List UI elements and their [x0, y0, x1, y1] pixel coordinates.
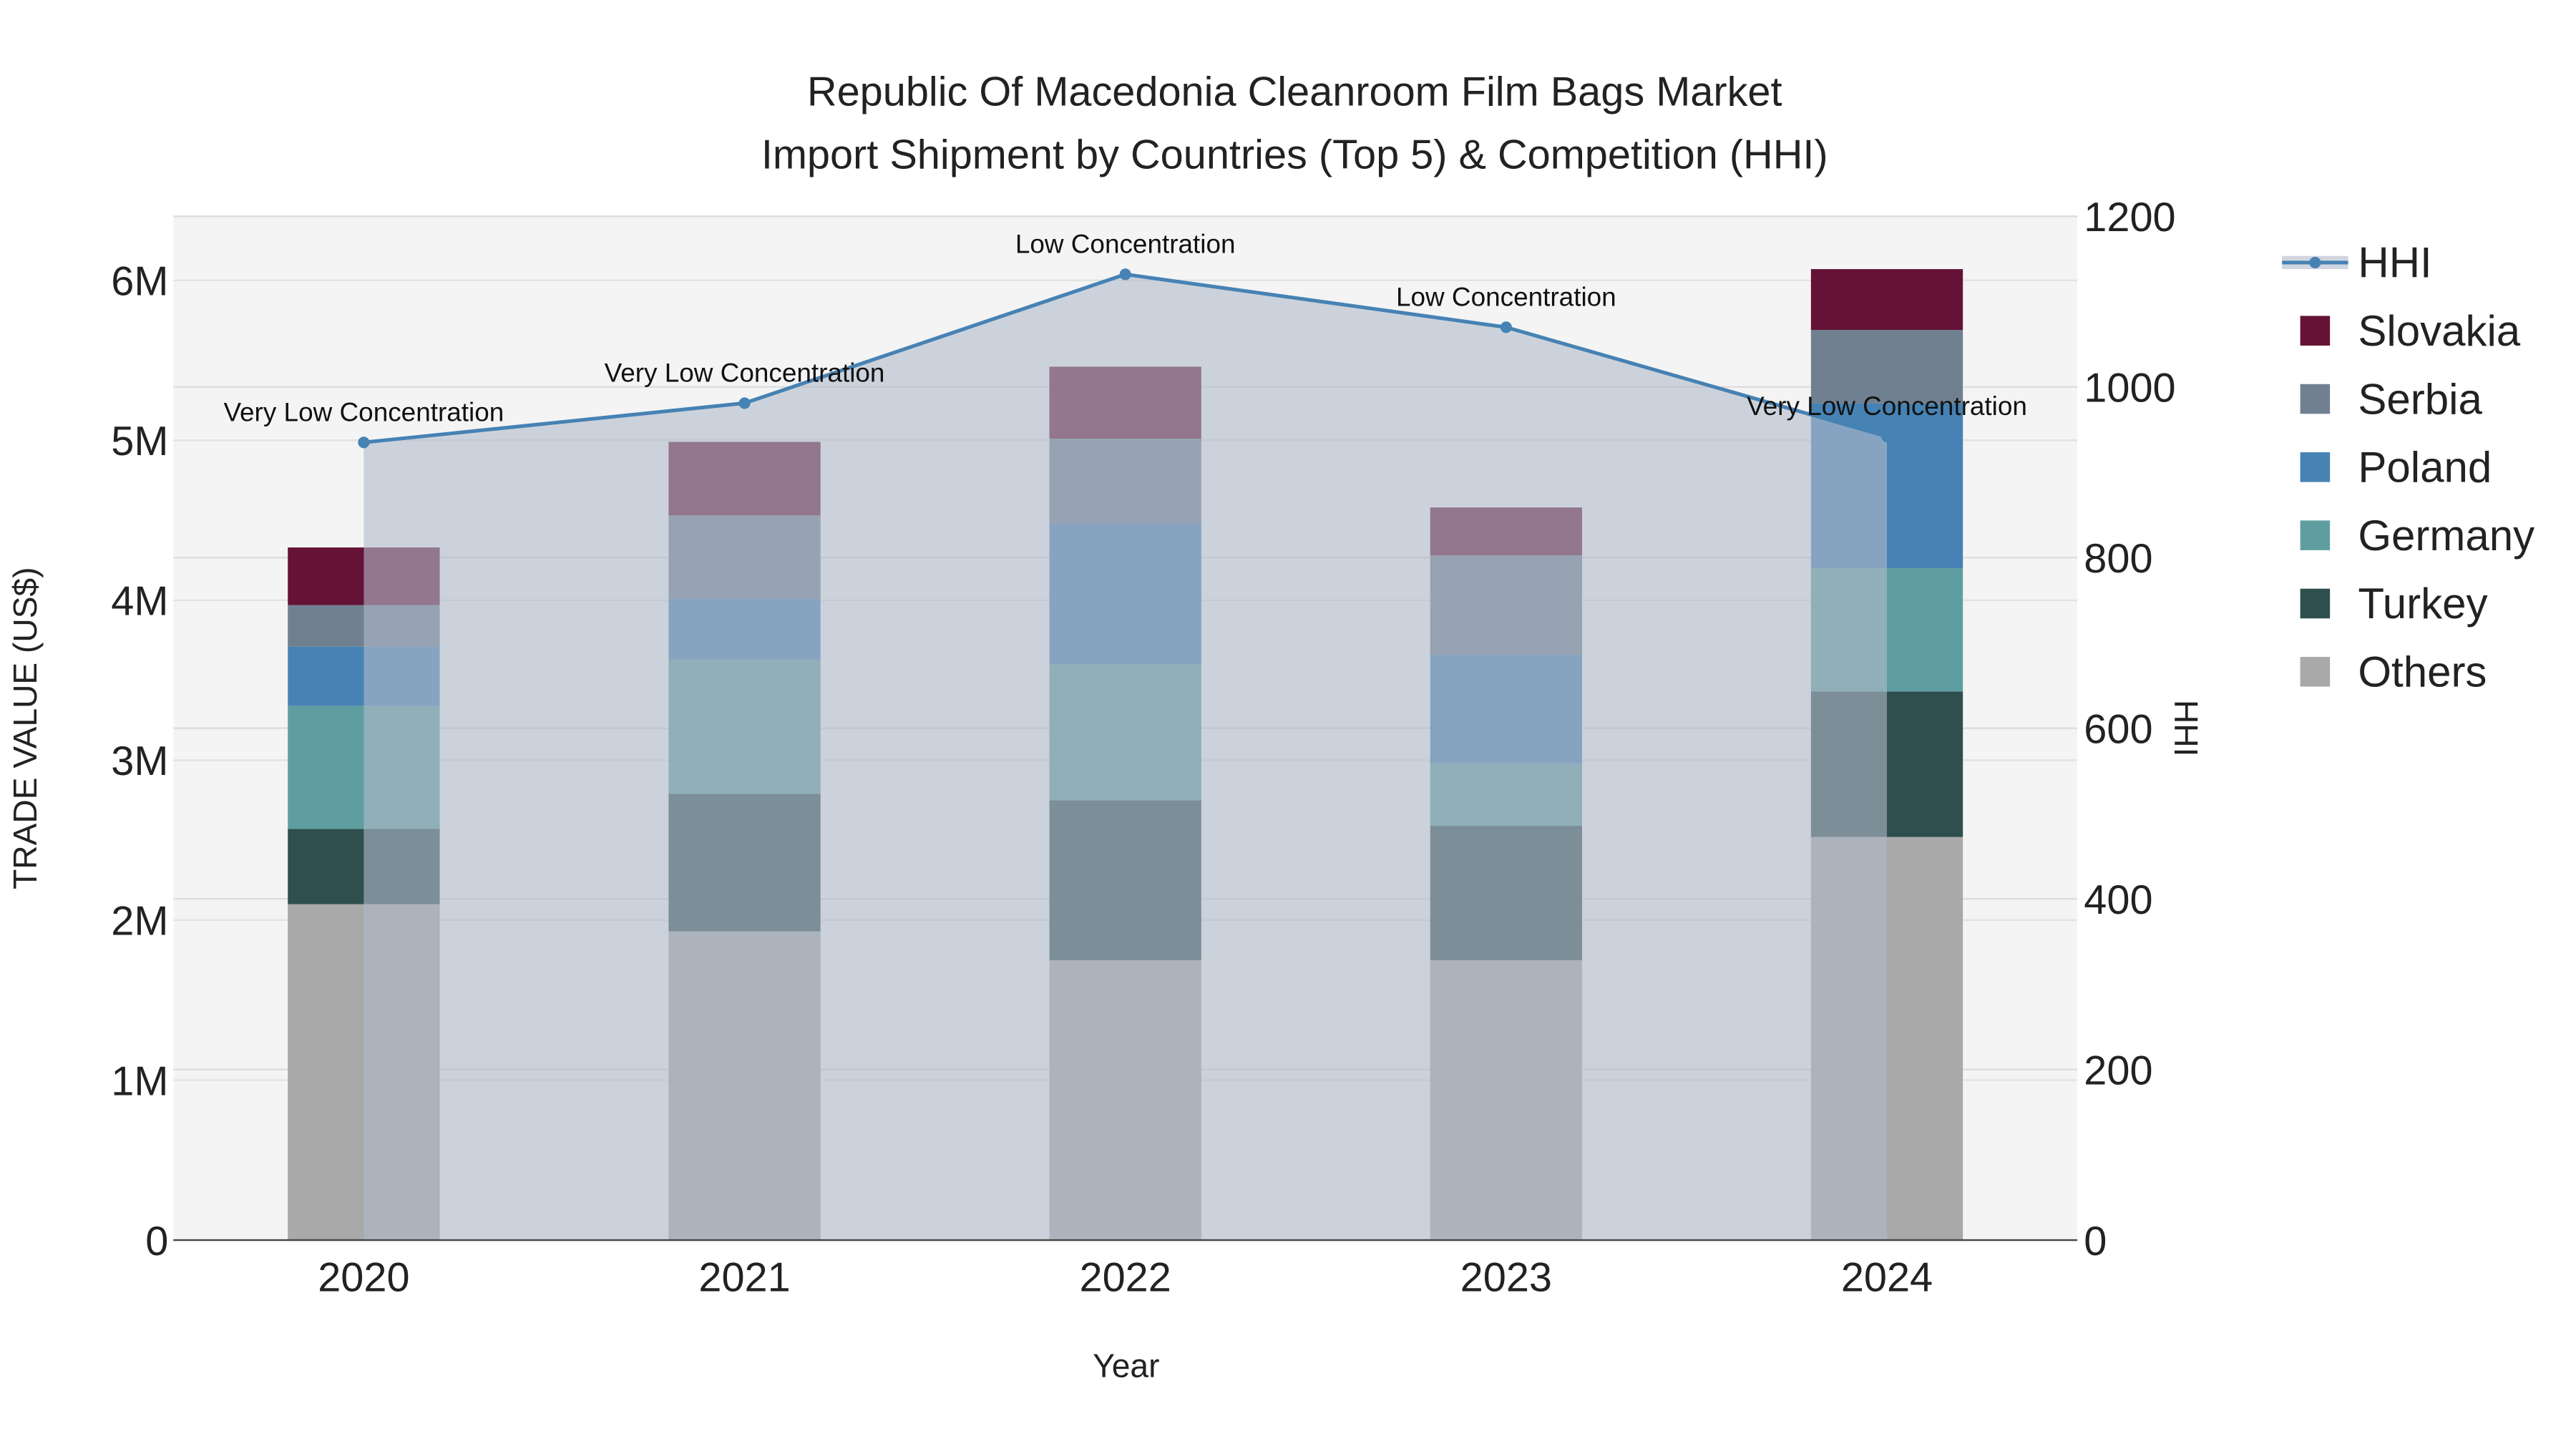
- legend-swatch: [2300, 316, 2331, 346]
- hhi-point[interactable]: [1500, 321, 1512, 333]
- x-axis-title: Year: [1093, 1347, 1159, 1385]
- legend-label: Poland: [2358, 444, 2492, 492]
- y2-tick-label: 1200: [2084, 195, 2175, 240]
- y-axis-title: TRADE VALUE (US$): [6, 567, 44, 889]
- x-tick-label: 2020: [318, 1255, 409, 1301]
- legend-swatch: [2300, 657, 2331, 687]
- hhi-point[interactable]: [1880, 430, 1893, 442]
- legend-label: Germany: [2358, 512, 2534, 560]
- y2-tick-label: 400: [2084, 877, 2152, 923]
- y-tick-label: 3M: [111, 738, 168, 784]
- chart-title-line2: Import Shipment by Countries (Top 5) & C…: [761, 132, 1828, 177]
- y2-tick-label: 0: [2084, 1219, 2107, 1264]
- x-tick-label: 2022: [1080, 1255, 1171, 1301]
- legend-swatch: [2300, 452, 2331, 482]
- legend-item-hhi[interactable]: HHI: [2282, 239, 2432, 287]
- legend-swatch: [2300, 520, 2331, 550]
- x-tick-label: 2023: [1460, 1255, 1552, 1301]
- hhi-area: [364, 274, 1888, 1241]
- y2-tick-label: 1000: [2084, 366, 2175, 411]
- y2-tick-label: 200: [2084, 1048, 2152, 1093]
- legend-label: Others: [2358, 648, 2487, 696]
- legend-item-turkey[interactable]: Turkey: [2300, 580, 2488, 628]
- y-tick-label: 1M: [111, 1058, 168, 1104]
- hhi-annotation: Low Concentration: [1396, 282, 1616, 311]
- legend: HHI Slovakia Serbia Poland Germany Turkey Othe…: [2282, 239, 2534, 696]
- y2-tick-label: 800: [2084, 536, 2152, 582]
- chart-title-line1: Republic Of Macedonia Cleanroom Film Bag…: [807, 69, 1782, 115]
- axes: 0 1M 2M 3M 4M 5M 6M 0 200 400 600 800 1000 1200 2020 20…: [111, 195, 2175, 1301]
- legend-item-serbia[interactable]: Serbia: [2300, 375, 2483, 423]
- legend-swatch: [2300, 588, 2331, 619]
- hhi-layer: Very Low Concentration Very Low Concentra…: [223, 229, 2027, 1241]
- hhi-annotation: Very Low Concentration: [223, 397, 504, 426]
- legend-item-slovakia[interactable]: Slovakia: [2300, 307, 2521, 355]
- legend-label: Slovakia: [2358, 307, 2520, 355]
- legend-label: HHI: [2358, 239, 2431, 287]
- hhi-point[interactable]: [358, 436, 370, 449]
- hhi-annotation: Low Concentration: [1015, 229, 1236, 258]
- hhi-point[interactable]: [738, 397, 751, 409]
- hhi-annotation: Very Low Concentration: [605, 358, 885, 387]
- legend-marker: [2309, 256, 2321, 268]
- legend-label: Turkey: [2358, 580, 2487, 628]
- bar-slovakia-2024[interactable]: [1810, 269, 1963, 331]
- legend-swatch: [2300, 384, 2331, 414]
- x-tick-label: 2024: [1841, 1255, 1933, 1301]
- y-tick-label: 6M: [111, 259, 168, 305]
- y-tick-label: 2M: [111, 899, 168, 945]
- bar-serbia-2024[interactable]: [1810, 330, 1963, 404]
- x-tick-label: 2021: [698, 1255, 790, 1301]
- y-tick-label: 5M: [111, 419, 168, 464]
- y-tick-label: 0: [145, 1219, 168, 1264]
- legend-item-others[interactable]: Others: [2300, 648, 2487, 696]
- legend-item-germany[interactable]: Germany: [2300, 512, 2535, 560]
- hhi-annotation: Very Low Concentration: [1747, 391, 2027, 421]
- legend-label: Serbia: [2358, 375, 2482, 423]
- legend-item-poland[interactable]: Poland: [2300, 444, 2492, 492]
- hhi-point[interactable]: [1119, 268, 1131, 280]
- y2-axis-title: HHI: [2167, 700, 2205, 756]
- y2-tick-label: 600: [2084, 706, 2152, 752]
- y-tick-label: 4M: [111, 579, 168, 625]
